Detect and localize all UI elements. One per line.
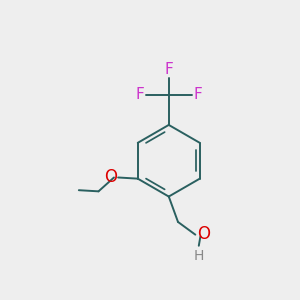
Text: F: F [164, 62, 173, 77]
Text: F: F [136, 87, 144, 102]
Text: O: O [104, 169, 117, 187]
Text: F: F [193, 87, 202, 102]
Text: O: O [197, 225, 210, 243]
Text: H: H [194, 249, 204, 263]
